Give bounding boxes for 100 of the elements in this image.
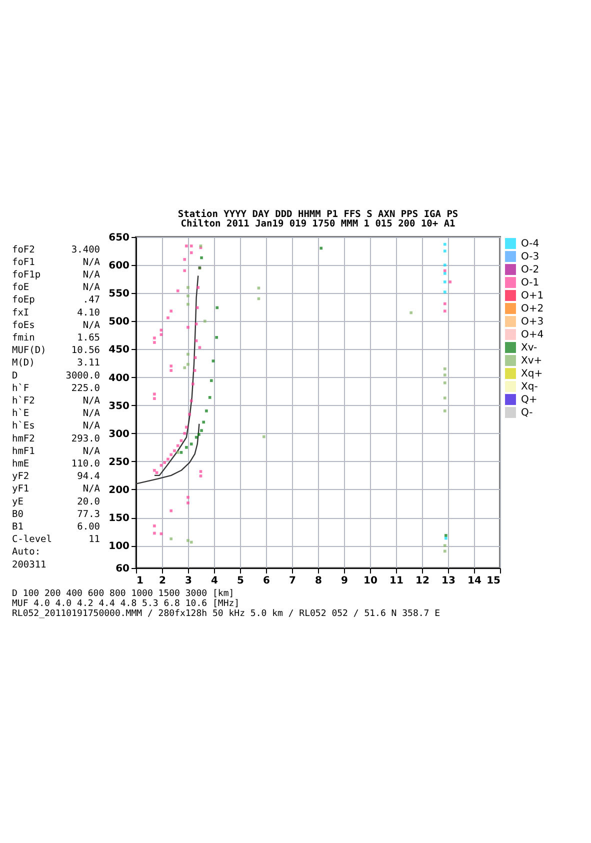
legend-label: O+4 [521, 330, 544, 340]
point [183, 258, 186, 261]
point [320, 246, 323, 250]
point [443, 310, 446, 312]
x-tick-label: 11 [390, 576, 404, 586]
text: foF2 3.400 [12, 244, 100, 256]
x-tick-label: 9 [341, 576, 348, 586]
x-tick-label: 2 [159, 576, 166, 586]
x-tick-label: 12 [416, 576, 430, 586]
point [194, 356, 197, 360]
point [170, 509, 173, 512]
x-tick-label: 13 [442, 576, 456, 586]
y-tick-label: 650 [108, 232, 130, 244]
point [170, 310, 173, 312]
point [186, 352, 190, 356]
point [186, 539, 190, 542]
point [185, 426, 188, 429]
legend-label: Q+ [521, 394, 538, 406]
point [443, 302, 446, 306]
point [200, 256, 203, 260]
text: MUF 4.0 4.0 4.2 4.4 4.8 5.3 6.8 10.6 [MHz] [12, 599, 241, 609]
y-tick-label: 200 [108, 484, 130, 496]
y-tick-label: 600 [108, 260, 130, 272]
point [190, 244, 193, 248]
point [153, 392, 156, 396]
point [443, 269, 446, 272]
point [188, 412, 191, 416]
point [153, 397, 156, 400]
point [262, 435, 266, 438]
point [203, 320, 206, 323]
y-tick-label: 250 [108, 456, 130, 468]
y-tick-label: 100 [108, 541, 130, 552]
point [153, 341, 156, 344]
point [444, 536, 448, 540]
text: Auto: [12, 546, 41, 558]
point [202, 420, 206, 424]
legend-label: O-3 [521, 252, 540, 262]
point [186, 326, 190, 329]
point [200, 429, 203, 432]
legend-label: Xq- [521, 382, 538, 392]
point [444, 534, 448, 537]
y-tick-label: 500 [108, 316, 130, 328]
point [176, 289, 180, 292]
point [443, 250, 446, 252]
legend-label: Q- [521, 408, 534, 418]
point [443, 544, 446, 547]
text: foF1 N/A [12, 256, 100, 268]
point [443, 280, 446, 284]
point [205, 410, 208, 412]
point [183, 366, 186, 370]
x-tick-label: 1 [136, 576, 144, 586]
point [196, 306, 199, 310]
y-tick-label: 350 [108, 400, 130, 412]
point [199, 470, 202, 473]
point [166, 458, 170, 461]
point [186, 302, 190, 306]
point [443, 290, 446, 294]
point [212, 360, 215, 362]
point [443, 550, 446, 553]
x-tick-label: 7 [289, 576, 296, 586]
point [176, 444, 180, 448]
text: hmE 110.0 [12, 458, 100, 470]
text: D 3000.0 [12, 370, 100, 382]
point [173, 449, 176, 452]
text: h`F 225.0 [12, 382, 100, 394]
x-tick-label: 3 [185, 576, 192, 586]
y-tick-label: 300 [108, 428, 130, 440]
point [153, 532, 156, 535]
legend-label: O-2 [521, 264, 540, 276]
point [192, 382, 194, 386]
legend-label: O-1 [521, 278, 540, 288]
text: B1 6.00 [12, 521, 100, 532]
point [160, 333, 163, 336]
y-tick-label: 150 [108, 513, 130, 524]
point [160, 328, 163, 332]
legend-label: Xv+ [521, 356, 542, 366]
point [183, 432, 186, 435]
point [163, 461, 166, 464]
point [186, 502, 190, 504]
point [199, 474, 202, 478]
text: foEp .47 [12, 294, 100, 306]
point [216, 306, 219, 310]
point [198, 346, 202, 349]
point [208, 396, 212, 399]
legend-label: O-4 [521, 238, 540, 250]
point [194, 322, 198, 326]
chart-subtitle: Chilton 2011 Jan19 019 1750 MMM 1 015 200 10+ A1 [180, 218, 456, 230]
x-tick-label: 6 [263, 576, 270, 586]
point [198, 433, 200, 436]
point [443, 264, 446, 266]
point [153, 336, 156, 340]
point [180, 451, 183, 454]
text: 200311 [12, 559, 47, 570]
text: fmin 1.65 [12, 332, 100, 344]
legend-label: O+3 [521, 316, 544, 328]
point [210, 379, 213, 382]
point [153, 468, 156, 472]
y-tick-label: 60 [116, 564, 130, 574]
text: h`E N/A [12, 408, 100, 420]
point [185, 446, 188, 449]
